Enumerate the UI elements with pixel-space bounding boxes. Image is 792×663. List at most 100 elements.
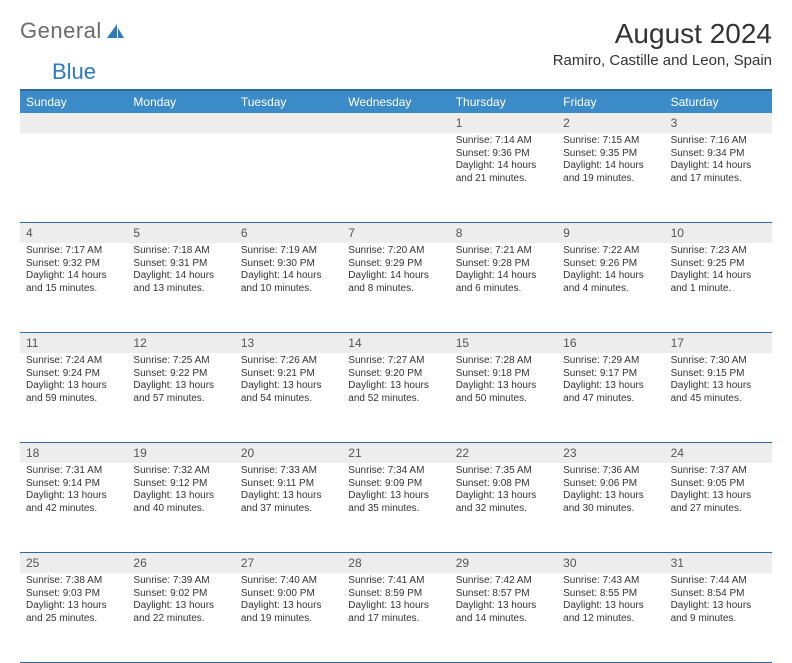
day-line: and 13 minutes.: [133, 283, 228, 296]
day-content: Sunrise: 7:38 AMSunset: 9:03 PMDaylight:…: [20, 573, 127, 629]
day-cell: Sunrise: 7:40 AMSunset: 9:00 PMDaylight:…: [235, 573, 342, 662]
day-line: Sunset: 9:11 PM: [241, 478, 336, 491]
day-number: 6: [235, 223, 342, 243]
day-number: 31: [665, 553, 772, 573]
day-line: Daylight: 14 hours: [456, 160, 551, 173]
day-cell: Sunrise: 7:33 AMSunset: 9:11 PMDaylight:…: [235, 463, 342, 552]
day-line: Sunset: 9:35 PM: [563, 148, 658, 161]
day-line: Daylight: 13 hours: [241, 490, 336, 503]
day-line: Daylight: 14 hours: [563, 270, 658, 283]
month-title: August 2024: [553, 18, 772, 50]
day-line: Sunrise: 7:15 AM: [563, 135, 658, 148]
day-content: Sunrise: 7:36 AMSunset: 9:06 PMDaylight:…: [557, 463, 664, 519]
day-line: and 27 minutes.: [671, 503, 766, 516]
day-cell: Sunrise: 7:30 AMSunset: 9:15 PMDaylight:…: [665, 353, 772, 442]
day-cell: Sunrise: 7:14 AMSunset: 9:36 PMDaylight:…: [450, 133, 557, 222]
day-cell: Sunrise: 7:26 AMSunset: 9:21 PMDaylight:…: [235, 353, 342, 442]
day-line: Daylight: 14 hours: [133, 270, 228, 283]
day-cell: Sunrise: 7:15 AMSunset: 9:35 PMDaylight:…: [557, 133, 664, 222]
day-number-row: 18192021222324: [20, 443, 772, 463]
day-line: Sunrise: 7:26 AM: [241, 355, 336, 368]
day-line: and 8 minutes.: [348, 283, 443, 296]
day-cell: [20, 133, 127, 222]
day-number: 1: [450, 113, 557, 133]
day-number-row: 45678910: [20, 223, 772, 243]
day-line: Sunrise: 7:22 AM: [563, 245, 658, 258]
day-line: Sunset: 9:24 PM: [26, 368, 121, 381]
day-line: Sunset: 9:08 PM: [456, 478, 551, 491]
day-line: Daylight: 14 hours: [671, 270, 766, 283]
day-line: Daylight: 13 hours: [241, 600, 336, 613]
logo-sail-icon: [105, 22, 125, 40]
day-number: 14: [342, 333, 449, 353]
day-line: and 32 minutes.: [456, 503, 551, 516]
day-content: [127, 133, 234, 139]
day-content: Sunrise: 7:30 AMSunset: 9:15 PMDaylight:…: [665, 353, 772, 409]
day-line: Sunset: 9:30 PM: [241, 258, 336, 271]
day-line: Daylight: 13 hours: [241, 380, 336, 393]
day-number: 29: [450, 553, 557, 573]
day-line: and 4 minutes.: [563, 283, 658, 296]
day-content: Sunrise: 7:34 AMSunset: 9:09 PMDaylight:…: [342, 463, 449, 519]
week-row: Sunrise: 7:24 AMSunset: 9:24 PMDaylight:…: [20, 353, 772, 443]
day-header: Friday: [557, 91, 664, 113]
day-header-row: SundayMondayTuesdayWednesdayThursdayFrid…: [20, 89, 772, 113]
day-cell: Sunrise: 7:18 AMSunset: 9:31 PMDaylight:…: [127, 243, 234, 332]
day-line: and 52 minutes.: [348, 393, 443, 406]
day-number: 4: [20, 223, 127, 243]
day-line: Sunset: 9:36 PM: [456, 148, 551, 161]
day-line: Daylight: 13 hours: [133, 380, 228, 393]
day-content: Sunrise: 7:43 AMSunset: 8:55 PMDaylight:…: [557, 573, 664, 629]
day-line: Sunset: 8:55 PM: [563, 588, 658, 601]
day-line: and 19 minutes.: [241, 613, 336, 626]
day-content: Sunrise: 7:28 AMSunset: 9:18 PMDaylight:…: [450, 353, 557, 409]
day-line: Daylight: 13 hours: [456, 600, 551, 613]
day-line: Daylight: 13 hours: [671, 490, 766, 503]
day-line: Sunrise: 7:24 AM: [26, 355, 121, 368]
day-content: [20, 133, 127, 139]
day-cell: Sunrise: 7:34 AMSunset: 9:09 PMDaylight:…: [342, 463, 449, 552]
day-number: 23: [557, 443, 664, 463]
day-cell: Sunrise: 7:22 AMSunset: 9:26 PMDaylight:…: [557, 243, 664, 332]
day-line: and 10 minutes.: [241, 283, 336, 296]
day-number: 18: [20, 443, 127, 463]
day-content: Sunrise: 7:15 AMSunset: 9:35 PMDaylight:…: [557, 133, 664, 189]
day-number: 26: [127, 553, 234, 573]
day-cell: Sunrise: 7:35 AMSunset: 9:08 PMDaylight:…: [450, 463, 557, 552]
day-cell: Sunrise: 7:24 AMSunset: 9:24 PMDaylight:…: [20, 353, 127, 442]
day-number: 5: [127, 223, 234, 243]
calendar: SundayMondayTuesdayWednesdayThursdayFrid…: [20, 89, 772, 663]
day-line: Daylight: 13 hours: [133, 490, 228, 503]
week-row: Sunrise: 7:38 AMSunset: 9:03 PMDaylight:…: [20, 573, 772, 663]
day-content: Sunrise: 7:26 AMSunset: 9:21 PMDaylight:…: [235, 353, 342, 409]
day-number-row: 11121314151617: [20, 333, 772, 353]
day-line: Daylight: 13 hours: [26, 600, 121, 613]
day-line: Sunset: 9:06 PM: [563, 478, 658, 491]
day-header: Sunday: [20, 91, 127, 113]
day-line: Daylight: 13 hours: [671, 380, 766, 393]
day-number: 27: [235, 553, 342, 573]
day-content: Sunrise: 7:22 AMSunset: 9:26 PMDaylight:…: [557, 243, 664, 299]
day-line: Sunrise: 7:23 AM: [671, 245, 766, 258]
day-content: Sunrise: 7:40 AMSunset: 9:00 PMDaylight:…: [235, 573, 342, 629]
day-line: Daylight: 13 hours: [26, 380, 121, 393]
day-line: Sunrise: 7:43 AM: [563, 575, 658, 588]
day-number: [20, 113, 127, 133]
day-line: Sunset: 9:31 PM: [133, 258, 228, 271]
day-line: Sunrise: 7:29 AM: [563, 355, 658, 368]
day-line: Sunset: 9:14 PM: [26, 478, 121, 491]
day-line: and 21 minutes.: [456, 173, 551, 186]
day-number: 10: [665, 223, 772, 243]
day-number: 19: [127, 443, 234, 463]
day-line: and 9 minutes.: [671, 613, 766, 626]
day-line: Sunrise: 7:17 AM: [26, 245, 121, 258]
day-content: Sunrise: 7:35 AMSunset: 9:08 PMDaylight:…: [450, 463, 557, 519]
day-line: Sunrise: 7:16 AM: [671, 135, 766, 148]
day-content: Sunrise: 7:37 AMSunset: 9:05 PMDaylight:…: [665, 463, 772, 519]
day-header: Tuesday: [235, 91, 342, 113]
day-cell: Sunrise: 7:36 AMSunset: 9:06 PMDaylight:…: [557, 463, 664, 552]
day-line: and 50 minutes.: [456, 393, 551, 406]
day-number: 7: [342, 223, 449, 243]
day-cell: [127, 133, 234, 222]
day-line: and 19 minutes.: [563, 173, 658, 186]
